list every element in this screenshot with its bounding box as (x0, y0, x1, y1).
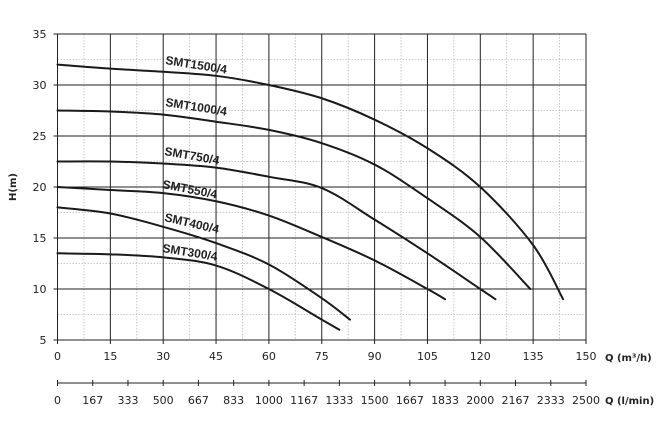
x-tick-label: 15 (103, 350, 117, 363)
x-tick-label: 0 (54, 350, 61, 363)
axes: 0 15 30 45 60 75 90 105 120 135 150 5 10 15 20 25 30 35 0 1… (33, 28, 601, 407)
y-tick-label: 5 (40, 334, 47, 347)
x2-tick-label: 2333 (537, 394, 565, 407)
curve-smt300-4 (56, 252, 341, 331)
x-axis-title: Q (m³/h) (605, 353, 652, 364)
x2-tick-label: 500 (153, 394, 174, 407)
curve-label: SMT400/4 (163, 210, 220, 236)
x-tick-label: 105 (417, 350, 438, 363)
x2-tick-label: 1167 (290, 394, 318, 407)
x2-tick-label: 1833 (431, 394, 459, 407)
x2-tick-label: 1000 (255, 394, 283, 407)
x-tick-label: 45 (209, 350, 223, 363)
x2-tick-label: 167 (82, 394, 103, 407)
y-tick-label: 10 (33, 283, 47, 296)
y-axis-title: H(m) (8, 173, 19, 201)
curve-smt1500-4 (56, 63, 565, 301)
x2-tick-label: 2500 (572, 394, 600, 407)
x-tick-label: 120 (470, 350, 491, 363)
x-tick-label: 150 (576, 350, 597, 363)
grid (53, 33, 587, 344)
x2-axis-title: Q (l/min) (605, 396, 654, 407)
x2-tick-label: 2167 (502, 394, 530, 407)
curves (56, 63, 565, 331)
curve-smt400-4 (56, 206, 351, 321)
y-tick-label: 30 (33, 79, 47, 92)
x2-tick-label: 2000 (466, 394, 494, 407)
x-tick-label: 90 (368, 350, 382, 363)
y-tick-label: 25 (33, 130, 47, 143)
curve-smt550-4 (56, 186, 447, 301)
x2-tick-label: 1500 (361, 394, 389, 407)
x-tick-label: 60 (262, 350, 276, 363)
curve-smt750-4 (56, 160, 497, 301)
y-tick-label: 35 (33, 28, 47, 41)
y-tick-label: 15 (33, 232, 47, 245)
x2-tick-label: 0 (54, 394, 61, 407)
x2-tick-label: 1667 (396, 394, 424, 407)
x2-tick-label: 333 (117, 394, 138, 407)
x-tick-label: 135 (523, 350, 544, 363)
x2-tick-label: 667 (188, 394, 209, 407)
curve-smt1000-4 (56, 109, 532, 290)
curve-label: SMT550/4 (161, 177, 218, 201)
x-tick-label: 75 (315, 350, 329, 363)
x-tick-label: 30 (156, 350, 170, 363)
x2-tick-label: 1333 (325, 394, 353, 407)
x2-tick-label: 833 (223, 394, 244, 407)
y-tick-label: 20 (33, 181, 47, 194)
